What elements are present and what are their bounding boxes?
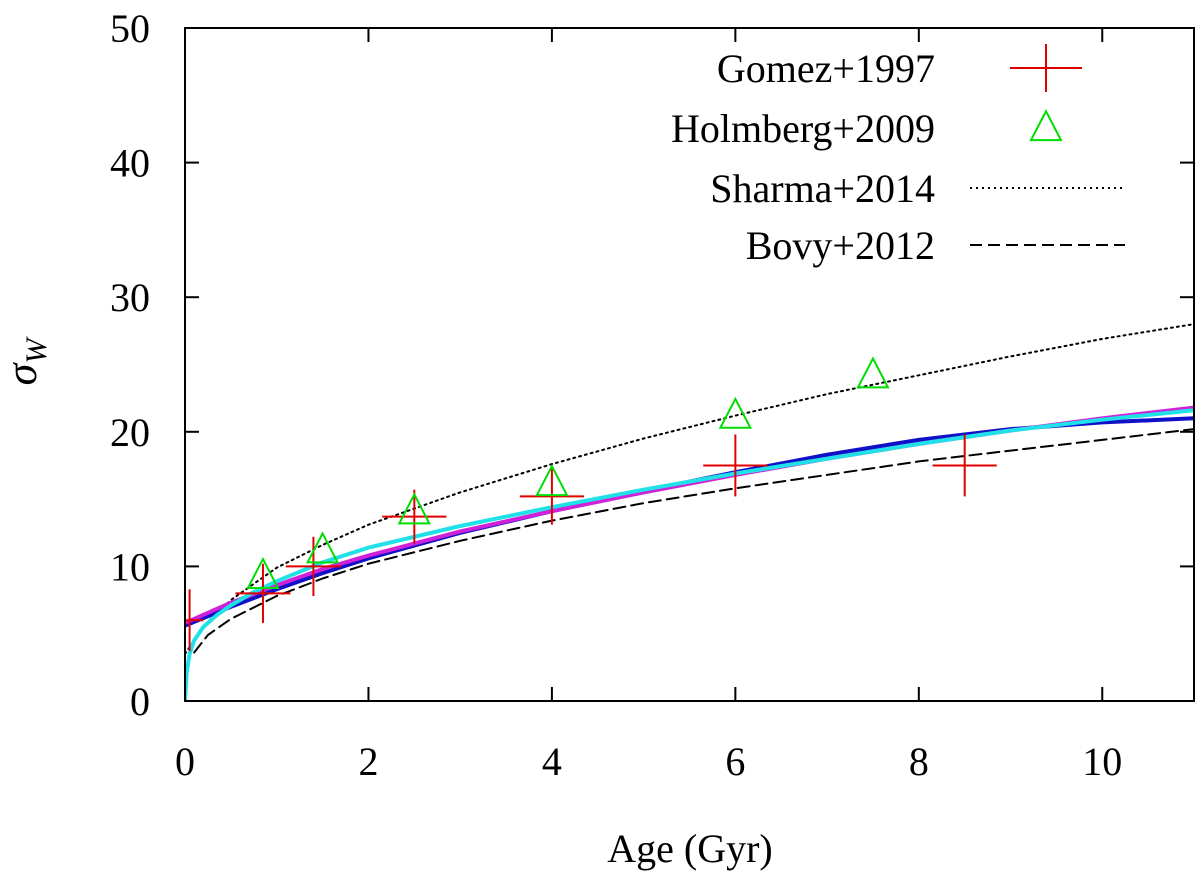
holmberg-point bbox=[305, 531, 340, 564]
model-cyan-line bbox=[185, 408, 1194, 701]
gomez-point bbox=[519, 468, 585, 525]
legend: Gomez+1997 Holmberg+2009 Sharma+2014 Bovy+2… bbox=[671, 44, 1125, 268]
gomez-point bbox=[235, 563, 291, 623]
gomez-point bbox=[285, 536, 341, 597]
x-tick-label: 6 bbox=[725, 739, 745, 784]
y-axis-subscript: W bbox=[20, 336, 53, 364]
legend-sharma: Sharma+2014 bbox=[710, 166, 1125, 211]
legend-gomez: Gomez+1997 bbox=[717, 44, 1082, 92]
holmberg-point bbox=[856, 356, 890, 389]
legend-sharma-label: Sharma+2014 bbox=[710, 166, 935, 211]
x-tick-label: 8 bbox=[909, 739, 929, 784]
y-tick-label: 40 bbox=[110, 141, 150, 186]
holmberg-point bbox=[397, 492, 431, 525]
y-axis-title: σW bbox=[0, 336, 53, 386]
x-axis-title: Age (Gyr) bbox=[607, 826, 773, 871]
y-tick-label: 0 bbox=[130, 679, 150, 724]
y-tick-label: 20 bbox=[110, 410, 150, 455]
x-tick-label: 2 bbox=[358, 739, 378, 784]
holmberg-point bbox=[535, 464, 569, 497]
legend-holmberg-marker bbox=[1029, 109, 1063, 142]
x-tick-label: 10 bbox=[1082, 739, 1122, 784]
holmberg-point bbox=[718, 396, 753, 429]
gomez-point bbox=[703, 434, 768, 497]
legend-holmberg-label: Holmberg+2009 bbox=[671, 106, 935, 151]
x-tick-label: 4 bbox=[542, 739, 562, 784]
legend-holmberg: Holmberg+2009 bbox=[671, 106, 1063, 151]
holmberg-point bbox=[246, 556, 280, 589]
y-tick-label: 10 bbox=[110, 544, 150, 589]
plot-layer bbox=[185, 323, 1194, 701]
y-axis-symbol: σ bbox=[0, 361, 46, 385]
legend-gomez-label: Gomez+1997 bbox=[717, 46, 935, 91]
legend-bovy-label: Bovy+2012 bbox=[746, 223, 935, 268]
legend-bovy: Bovy+2012 bbox=[746, 223, 1125, 268]
y-tick-label: 50 bbox=[110, 6, 150, 51]
axes-layer: 0 2 4 6 8 10 0 10 20 30 40 50 bbox=[110, 6, 1195, 784]
gomez-point bbox=[932, 434, 997, 497]
x-tick-label: 0 bbox=[175, 739, 195, 784]
plot-frame bbox=[184, 27, 1195, 702]
gomez-point bbox=[185, 589, 204, 652]
gomez-point bbox=[382, 489, 447, 544]
y-tick-label: 30 bbox=[110, 275, 150, 320]
